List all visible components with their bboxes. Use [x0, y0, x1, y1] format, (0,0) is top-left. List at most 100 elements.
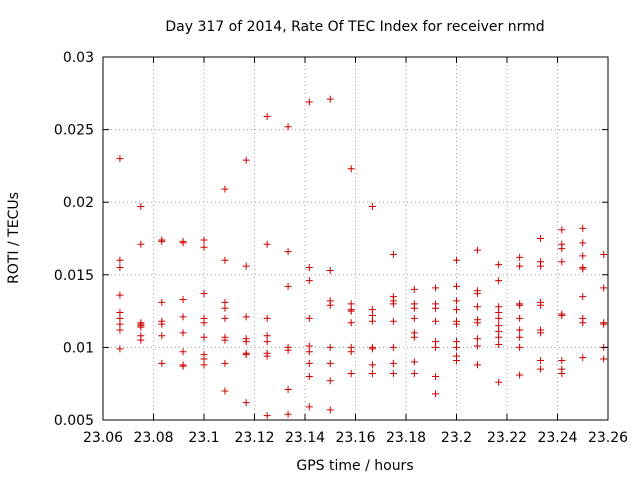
data-point	[389, 370, 397, 378]
data-point	[432, 343, 440, 351]
data-point	[116, 291, 124, 299]
data-point	[410, 304, 418, 312]
data-point	[579, 224, 587, 232]
data-point	[242, 399, 250, 407]
data-point	[137, 323, 145, 331]
data-point	[495, 261, 503, 269]
data-point	[263, 240, 271, 248]
data-point	[158, 298, 166, 306]
data-point	[263, 412, 271, 420]
data-point	[516, 301, 524, 309]
x-tick-label: 23.14	[285, 430, 325, 446]
x-tick-labels: 23.06 23.08 23.1 23.12 23.14 23.16 23.18 23.2 23…	[83, 430, 628, 446]
data-point	[389, 359, 397, 367]
y-tick-label: 0.03	[63, 50, 94, 66]
data-point	[558, 370, 566, 378]
data-point	[558, 258, 566, 266]
data-point	[305, 372, 313, 380]
data-point	[221, 185, 229, 193]
data-point	[537, 329, 545, 337]
data-point	[347, 307, 355, 315]
x-tick-label: 23.2	[441, 430, 472, 446]
data-point	[516, 343, 524, 351]
data-point	[453, 282, 460, 290]
data-point	[305, 98, 313, 106]
y-tick-label: 0.015	[54, 268, 94, 284]
x-tick-label: 23.24	[537, 430, 577, 446]
data-point	[368, 203, 376, 211]
x-axis-label: GPS time / hours	[296, 458, 413, 474]
data-point	[537, 356, 545, 364]
data-point	[158, 332, 166, 340]
data-point	[453, 297, 460, 305]
data-point	[495, 314, 503, 322]
gridlines	[103, 57, 608, 420]
data-point	[221, 314, 229, 322]
data-point	[389, 300, 397, 308]
data-point	[410, 358, 418, 366]
data-point	[600, 320, 608, 328]
data-point	[326, 359, 334, 367]
data-point	[600, 355, 608, 363]
data-point	[389, 343, 397, 351]
data-point	[305, 314, 313, 322]
data-point	[410, 333, 418, 341]
data-point	[200, 319, 208, 327]
data-point	[284, 248, 292, 256]
data-point	[221, 387, 229, 395]
data-point	[284, 282, 292, 290]
data-point	[410, 285, 418, 293]
data-point	[453, 306, 460, 314]
data-point	[473, 335, 481, 343]
data-point	[305, 277, 313, 285]
data-point	[432, 304, 440, 312]
data-point	[179, 348, 187, 356]
data-point	[326, 266, 334, 274]
data-point	[179, 362, 187, 370]
data-point	[200, 290, 208, 298]
data-point	[516, 371, 524, 379]
data-point	[326, 301, 334, 309]
data-point	[389, 317, 397, 325]
data-point	[368, 345, 376, 353]
data-point	[537, 235, 545, 242]
data-point	[326, 343, 334, 351]
data-point	[389, 250, 397, 258]
data-point	[179, 295, 187, 303]
data-point	[579, 293, 587, 301]
data-point	[221, 256, 229, 264]
data-point	[242, 351, 250, 359]
data-point	[368, 317, 376, 325]
y-tick-labels: 0.005 0.01 0.015 0.02 0.025 0.03	[54, 50, 94, 429]
data-point	[432, 372, 440, 380]
data-point	[116, 345, 124, 353]
data-point	[305, 359, 313, 367]
data-point	[558, 356, 566, 364]
data-point	[221, 359, 229, 367]
x-tick-label: 23.16	[335, 430, 375, 446]
data-point	[347, 165, 355, 173]
data-point	[326, 95, 334, 103]
data-point	[242, 156, 250, 164]
data-point	[116, 256, 124, 264]
data-point	[263, 314, 271, 322]
data-point	[116, 155, 124, 163]
data-point	[473, 290, 481, 298]
data-point	[347, 370, 355, 378]
data-point	[137, 240, 145, 248]
data-point	[326, 377, 334, 385]
data-point	[579, 319, 587, 327]
data-point	[516, 326, 524, 334]
data-point	[453, 343, 460, 351]
y-tick-label: 0.025	[54, 123, 94, 139]
data-point	[516, 253, 524, 261]
data-point	[579, 265, 587, 273]
data-point	[516, 314, 524, 322]
data-point	[158, 359, 166, 367]
data-point	[284, 346, 292, 354]
data-point	[179, 239, 187, 247]
data-point	[473, 246, 481, 254]
data-point	[537, 262, 545, 270]
